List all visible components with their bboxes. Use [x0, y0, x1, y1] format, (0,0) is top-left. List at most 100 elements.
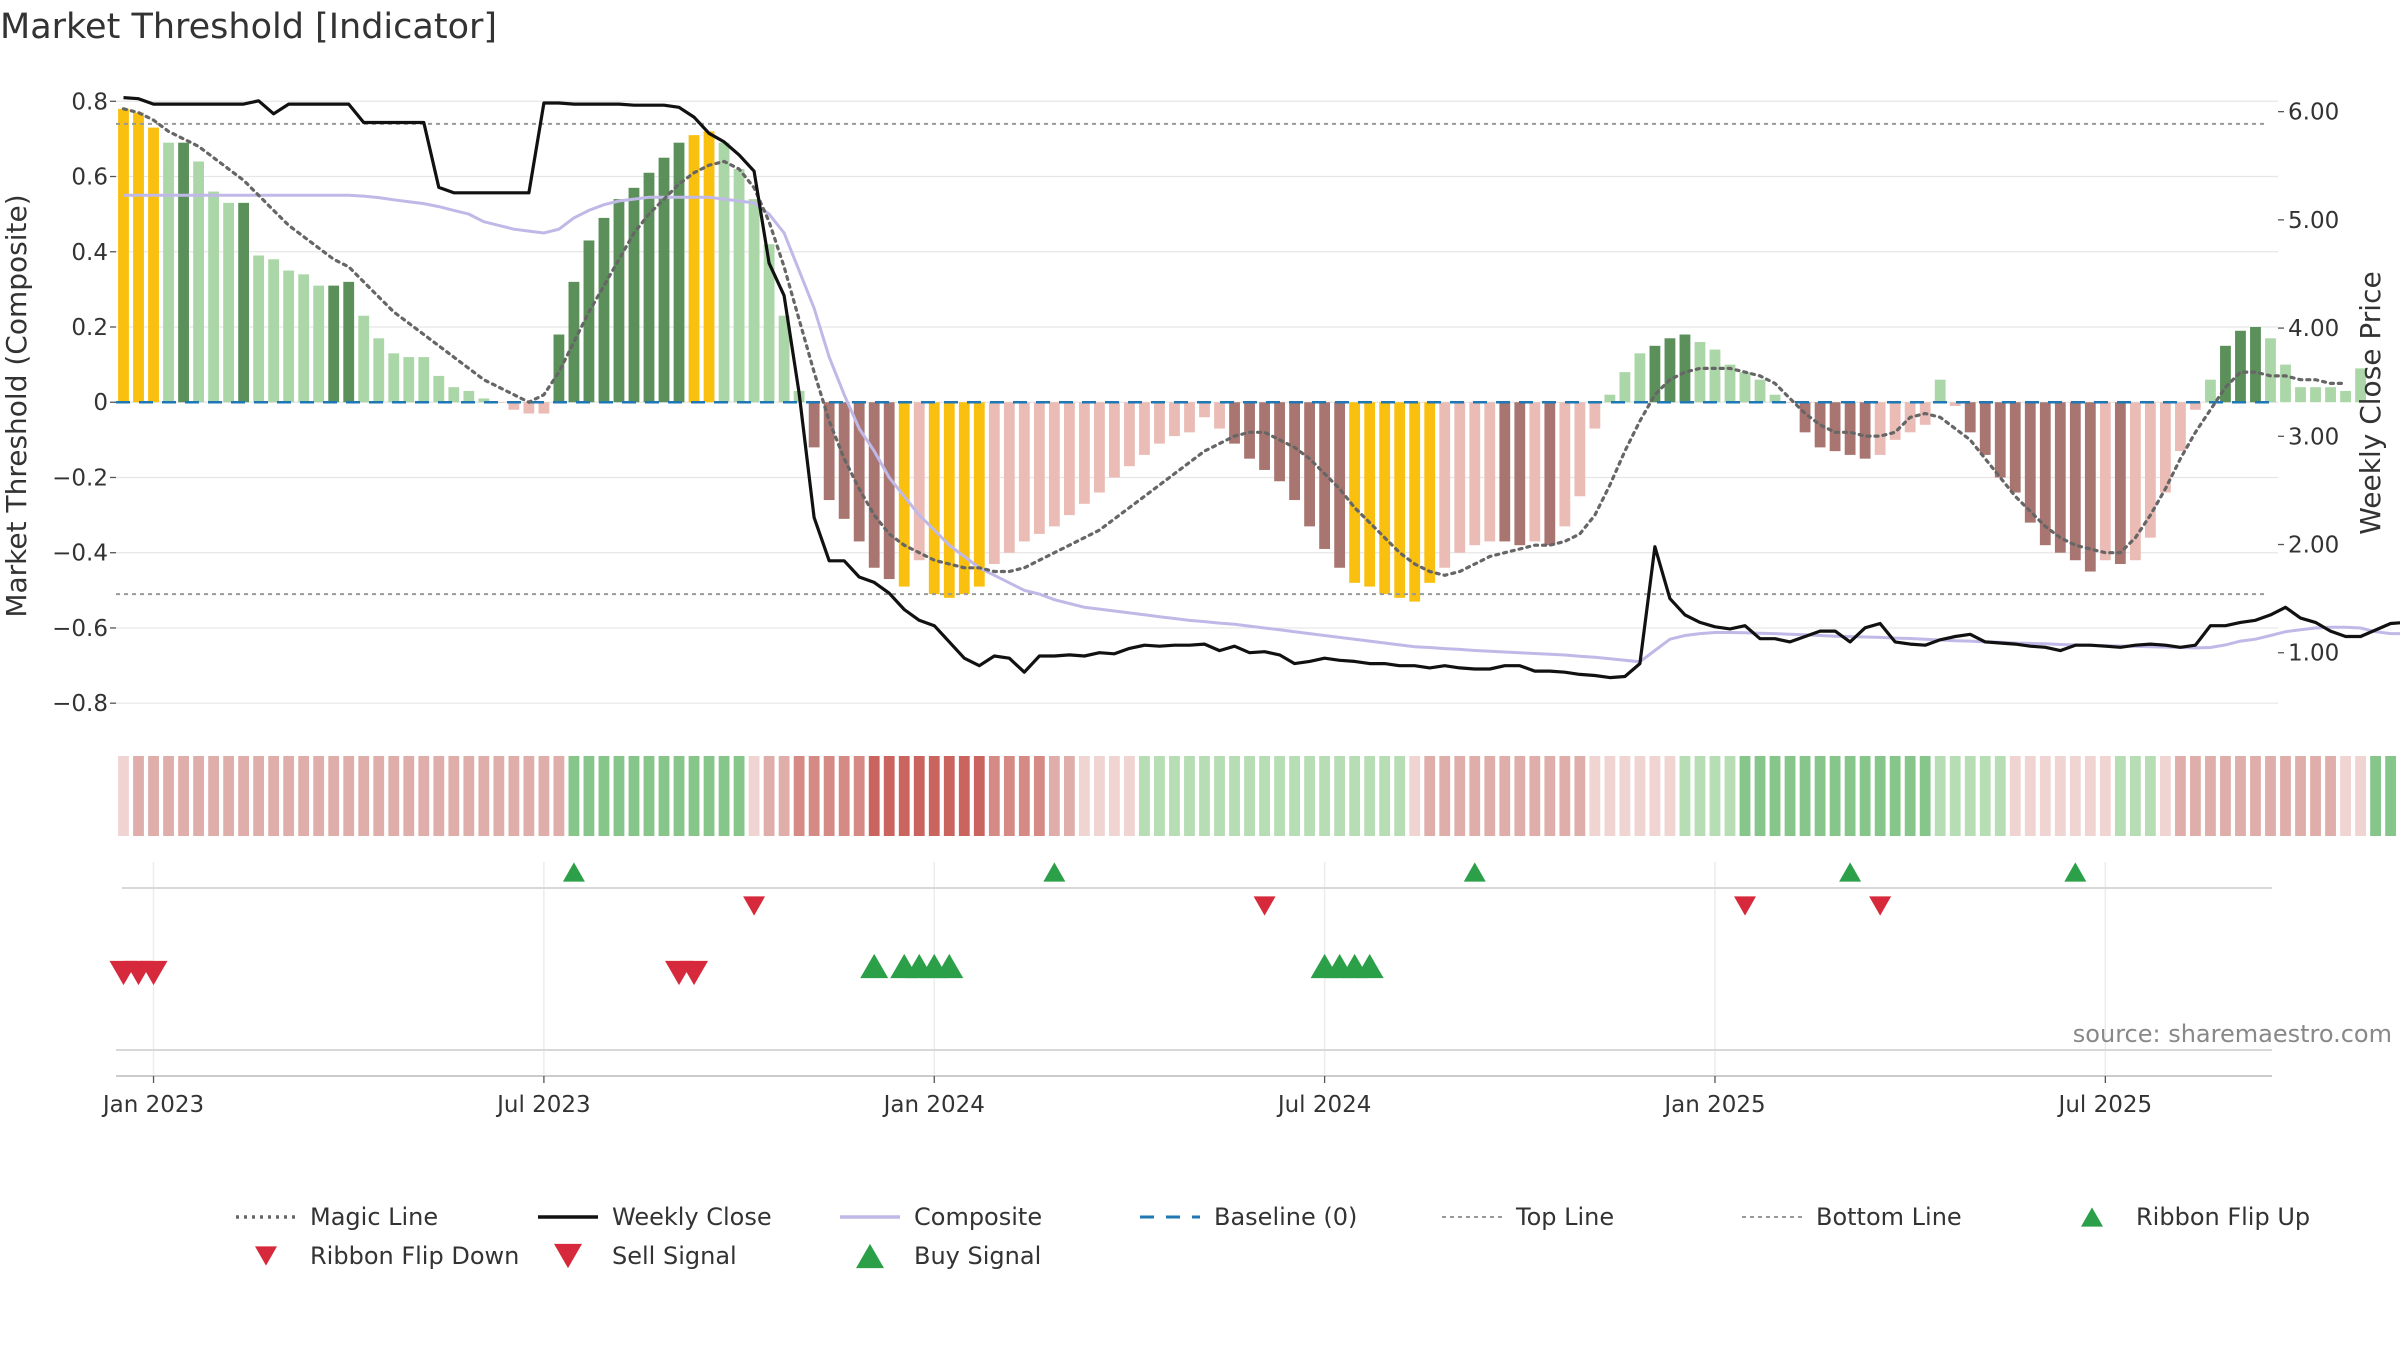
ribbon-cell [2084, 756, 2096, 836]
ribbon-cell [688, 756, 700, 836]
composite-bar [253, 255, 265, 403]
ribbon-cell [853, 756, 865, 836]
composite-bar [583, 240, 595, 403]
legend-label: Baseline (0) [1214, 1203, 1357, 1231]
composite-bar [418, 357, 430, 403]
composite-bar [1379, 402, 1391, 595]
legend-item: Magic Line [236, 1203, 438, 1231]
ribbon-cell [793, 756, 805, 836]
ribbon-cell [433, 756, 445, 836]
composite-bar [1229, 402, 1240, 444]
composite-bar [508, 402, 520, 410]
composite-bar [913, 402, 925, 561]
ribbon-cell [1814, 756, 1826, 836]
composite-bar [118, 108, 129, 403]
left-tick-label: 0.6 [71, 165, 108, 191]
ribbon-strip [118, 756, 2397, 836]
composite-bar [463, 390, 475, 403]
composite-bar [328, 285, 340, 403]
composite-bar [2355, 368, 2366, 403]
composite-bar [1199, 402, 1210, 418]
ribbon-cell [1274, 756, 1285, 836]
composite-bar [2009, 402, 2021, 493]
composite-bar [1364, 402, 1376, 587]
legend-label: Ribbon Flip Down [310, 1242, 519, 1270]
composite-bar [1469, 402, 1481, 546]
ribbon-cell [2250, 756, 2261, 836]
composite-bar [673, 142, 685, 403]
ribbon-cell [2129, 756, 2141, 836]
ribbon-cell [1694, 756, 1706, 836]
source-label: source: sharemaestro.com [2073, 1020, 2392, 1048]
composite-bar [2054, 402, 2066, 553]
ribbon-cell [1018, 756, 1030, 836]
composite-bar [1003, 402, 1015, 553]
right-tick-label: 2.00 [2288, 533, 2339, 559]
composite-bar [2129, 402, 2141, 561]
ribbon-cell [2144, 756, 2156, 836]
ribbon-cell [598, 756, 610, 836]
ribbon-cell [1664, 756, 1676, 836]
composite-bar [688, 135, 700, 403]
composite-bar [1499, 402, 1511, 542]
right-tick-label: 5.00 [2288, 208, 2339, 234]
composite-bar [403, 357, 415, 403]
composite-bar [1964, 402, 1976, 433]
ribbon-cell [973, 756, 985, 836]
composite-bar [1169, 402, 1180, 437]
ribbon-cell [148, 756, 159, 836]
ribbon-cell [748, 756, 760, 836]
ribbon-cell [883, 756, 895, 836]
ribbon-cell [403, 756, 415, 836]
ribbon-cell [208, 756, 219, 836]
ribbon-cell [2220, 756, 2231, 836]
composite-bar [1394, 402, 1406, 598]
composite-bar [2039, 402, 2051, 546]
x-tick-label: Jan 2025 [1662, 1092, 1765, 1118]
magic-line [121, 107, 2348, 577]
ribbon-cell [1769, 756, 1781, 836]
ribbon-cell [2159, 756, 2171, 836]
buy-signal-marker [935, 953, 964, 979]
ribbon-cell [1424, 756, 1436, 836]
composite-bar [148, 127, 159, 403]
left-tick-label: 0.8 [71, 89, 108, 115]
ribbon-cell [493, 756, 505, 836]
left-tick-label: −0.4 [52, 541, 108, 567]
composite-bar [823, 402, 835, 501]
composite-bar [1859, 402, 1871, 459]
ribbon-cell [2175, 756, 2186, 836]
composite-bar [268, 259, 280, 403]
ribbon-cell [238, 756, 250, 836]
composite-bar [1214, 402, 1225, 429]
ribbon-cell [808, 756, 820, 836]
legend-swatch [2081, 1207, 2103, 1227]
x-tick-label: Jul 2024 [1276, 1092, 1372, 1118]
left-tick-label: −0.2 [52, 465, 108, 491]
composite-bar [1063, 402, 1075, 516]
ribbon-cell [868, 756, 880, 836]
composite-bar [1589, 402, 1601, 429]
ribbon-cell [1184, 756, 1195, 836]
composite-bar [1484, 402, 1496, 542]
ribbon-cell [1259, 756, 1270, 836]
ribbon-cell [2385, 756, 2397, 836]
legend-label: Bottom Line [1816, 1203, 1962, 1231]
composite-bar [1529, 402, 1541, 542]
composite-bar [1349, 402, 1361, 583]
composite-bar [1048, 402, 1060, 527]
composite-bar [1679, 334, 1691, 403]
composite-bar [358, 315, 370, 403]
series-lines [116, 96, 2400, 680]
ribbon-cell [988, 756, 1000, 836]
composite-bar [283, 270, 295, 403]
composite-bar [1619, 372, 1631, 403]
composite-bar [523, 402, 535, 414]
ribbon-cell [1199, 756, 1210, 836]
composite-bar [448, 387, 460, 403]
ribbon-cell [763, 756, 775, 836]
composite-bar [1649, 345, 1661, 403]
composite-bar [718, 142, 730, 403]
composite-bar [163, 142, 174, 403]
composite-bar [2175, 402, 2186, 452]
